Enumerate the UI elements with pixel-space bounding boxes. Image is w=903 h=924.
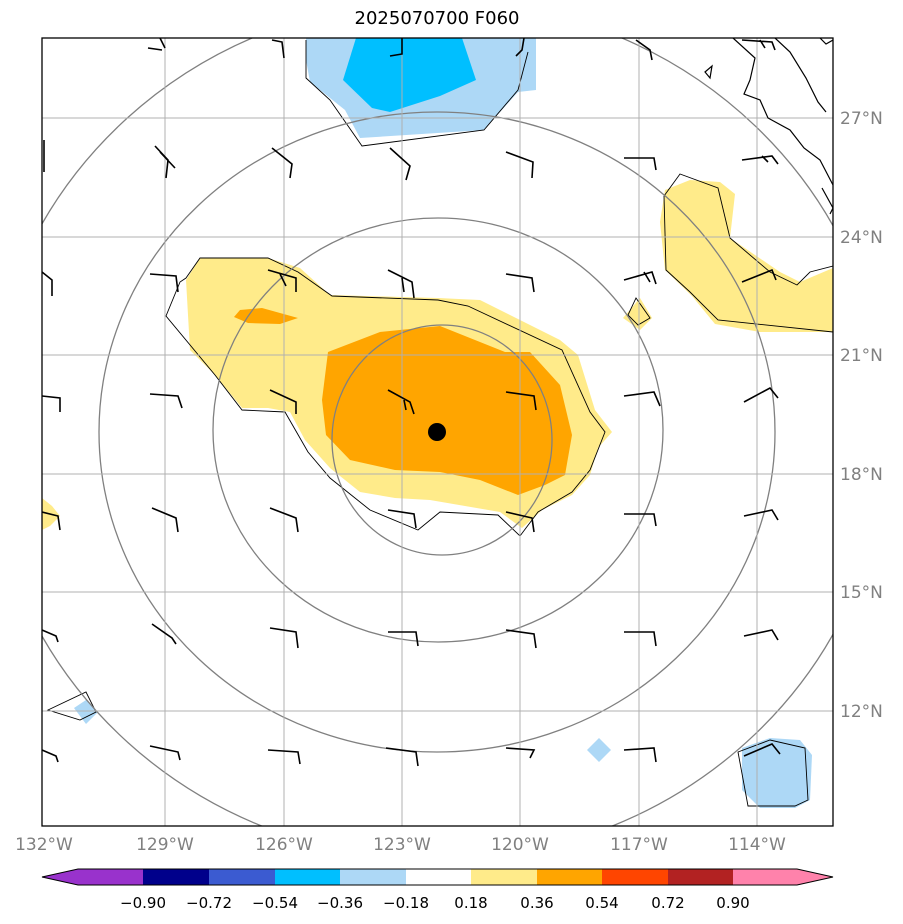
colorbar-tick-label: −0.54 (252, 894, 298, 912)
positive-anomaly-strong (322, 326, 572, 495)
colorbar-cell (602, 869, 668, 885)
colorbar-cell (537, 869, 602, 885)
lat-tick-label: 24°N (840, 228, 883, 248)
lon-tick-label: 132°W (15, 835, 73, 855)
colorbar-outline (41, 868, 834, 886)
lon-axis: 132°W 129°W 126°W 123°W 120°W 117°W 114°… (15, 835, 786, 855)
colorbar-tick-label: 0.18 (454, 894, 487, 912)
wind-barbs (42, 38, 781, 767)
colorbar-cell (42, 869, 143, 885)
positive-anomaly-light (660, 180, 833, 332)
lon-tick-label: 120°W (491, 835, 549, 855)
positive-anomaly-strong (234, 308, 298, 324)
colorbar-ticks: −0.90 −0.72 −0.54 −0.36 −0.18 0.18 0.36 … (120, 894, 750, 912)
shaded-field (42, 38, 833, 808)
gridlines (42, 38, 833, 826)
lon-tick-label: 123°W (373, 835, 431, 855)
colorbar-tick-label: 0.72 (651, 894, 684, 912)
lat-tick-label: 18°N (840, 465, 883, 485)
map-frame (41, 37, 834, 827)
contour-lines (46, 40, 833, 807)
colorbar-tick-label: 0.90 (716, 894, 749, 912)
lat-tick-label: 15°N (840, 583, 883, 603)
colorbar-cell (668, 869, 733, 885)
lon-tick-label: 129°W (136, 835, 194, 855)
lat-axis: 27°N 24°N 21°N 18°N 15°N 12°N (840, 109, 883, 722)
colorbar-cells (42, 869, 833, 885)
lat-tick-label: 21°N (840, 346, 883, 366)
negative-anomaly-strong (343, 38, 476, 112)
map-content (42, 38, 833, 826)
colorbar: −0.90 −0.72 −0.54 −0.36 −0.18 0.18 0.36 … (41, 868, 834, 912)
negative-anomaly-light (742, 738, 812, 808)
lon-tick-label: 117°W (610, 835, 668, 855)
lat-tick-label: 12°N (840, 702, 883, 722)
colorbar-cell (471, 869, 537, 885)
coastline (704, 38, 833, 215)
colorbar-tick-label: −0.72 (186, 894, 232, 912)
lon-tick-label: 126°W (255, 835, 313, 855)
colorbar-tick-label: −0.90 (120, 894, 166, 912)
negative-anomaly-light (587, 738, 611, 762)
lon-tick-label: 114°W (728, 835, 786, 855)
storm-center-marker (428, 423, 446, 441)
colorbar-tick-label: 0.36 (520, 894, 553, 912)
colorbar-tick-label: −0.36 (317, 894, 363, 912)
colorbar-cell (275, 869, 340, 885)
colorbar-cell (209, 869, 275, 885)
distance-rings (42, 38, 833, 826)
positive-anomaly-light (623, 298, 652, 330)
colorbar-cell (406, 869, 471, 885)
colorbar-cell (733, 869, 833, 885)
colorbar-cell (340, 869, 406, 885)
plot-title: 2025070700 F060 (354, 8, 520, 29)
lat-tick-label: 27°N (840, 109, 883, 129)
colorbar-cell (143, 869, 209, 885)
colorbar-tick-label: 0.54 (585, 894, 618, 912)
colorbar-tick-label: −0.18 (383, 894, 429, 912)
